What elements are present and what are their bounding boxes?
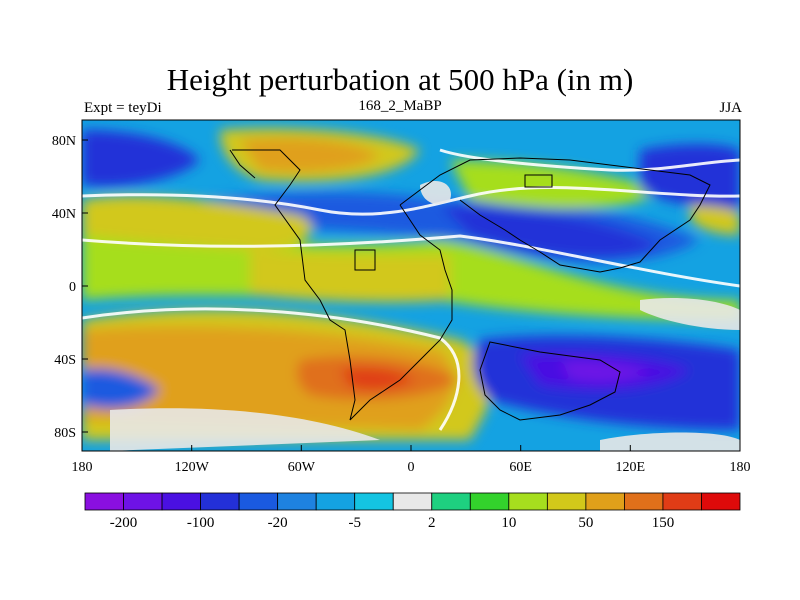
colorbar-label: -100: [187, 515, 215, 531]
colorbar-label: -200: [110, 515, 138, 531]
longitude-axis: 180 120W 60W 0 60E 120E 180: [72, 445, 751, 475]
colorbar-label: 50: [578, 515, 593, 531]
coastline-layer: [229, 149, 711, 421]
colorbar-box: [431, 492, 471, 511]
run-label: 168_2_MaBP: [358, 98, 442, 114]
lat-label: 80S: [54, 426, 76, 441]
colorbar-box: [624, 492, 664, 511]
contour-fill-layer: [82, 120, 740, 451]
colorbar-box: [662, 492, 702, 511]
experiment-label: Expt = teyDi: [84, 100, 162, 116]
colorbar: [84, 492, 741, 511]
colorbar-box: [277, 492, 317, 511]
colorbar-box: [161, 492, 201, 511]
season-label: JJA: [719, 100, 742, 116]
colorbar-label: 2: [428, 515, 436, 531]
colorbar-box: [200, 492, 240, 511]
colorbar-box: [123, 492, 163, 511]
lon-label: 60W: [288, 460, 316, 475]
colorbar-label: 150: [652, 515, 675, 531]
colorbar-box: [701, 492, 741, 511]
lon-label: 120W: [175, 460, 210, 475]
colorbar-box: [469, 492, 510, 511]
colorbar-labels: -200 -100 -20 -5 2 10 50 150: [110, 515, 674, 531]
latitude-axis: 80N 40N 0 40S 80S: [52, 134, 88, 441]
colorbar-box: [392, 492, 433, 511]
colorbar-box: [585, 492, 625, 511]
plot-title: Height perturbation at 500 hPa (in m): [166, 62, 634, 97]
colorbar-box: [546, 492, 587, 511]
lon-label: 180: [730, 460, 751, 475]
colorbar-label: -5: [348, 515, 361, 531]
colorbar-label: 10: [501, 515, 516, 531]
colorbar-box: [238, 492, 279, 511]
colorbar-box: [354, 492, 394, 511]
colorbar-box: [315, 492, 356, 511]
lon-label: 120E: [616, 460, 646, 475]
lat-label: 0: [69, 280, 76, 295]
lon-label: 0: [408, 460, 415, 475]
colorbar-label: -20: [268, 515, 288, 531]
lon-label: 180: [72, 460, 93, 475]
lat-label: 40S: [54, 353, 76, 368]
lat-label: 80N: [52, 134, 76, 149]
lat-label: 40N: [52, 207, 76, 222]
colorbar-box: [84, 492, 124, 511]
colorbar-box: [508, 492, 548, 511]
lon-label: 60E: [509, 460, 532, 475]
